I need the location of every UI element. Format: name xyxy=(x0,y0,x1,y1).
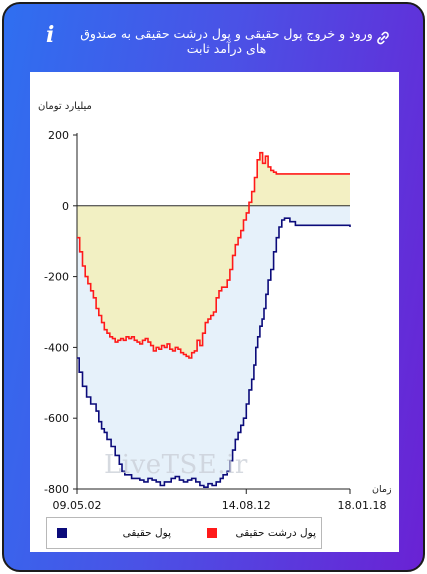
y-tick-label: -400 xyxy=(44,341,69,354)
x-tick-label: 09.05.02 xyxy=(53,499,102,512)
chart-legend: پول حقیقی پول درشت حقیقی xyxy=(46,517,322,549)
x-tick-label: 14.08.12 xyxy=(222,499,271,512)
legend-swatch-real-money xyxy=(57,528,67,538)
y-tick-label: -800 xyxy=(44,483,69,496)
y-tick-label: 0 xyxy=(62,200,69,213)
y-tick-label: -200 xyxy=(44,271,69,284)
info-icon[interactable]: i xyxy=(46,22,55,48)
widget-header: i ورود و خروج پول حقیقی و پول درشت حقیقی… xyxy=(4,4,423,74)
legend-label-big-real-money: پول درشت حقیقی xyxy=(235,527,316,539)
y-tick-label: -600 xyxy=(44,412,69,425)
legend-label-real-money: پول حقیقی xyxy=(122,527,171,539)
series-line-real-money xyxy=(77,217,351,488)
series-line-big-real-money xyxy=(77,151,350,359)
chart-title: ورود و خروج پول حقیقی و پول درشت حقیقی ب… xyxy=(80,26,373,56)
legend-swatch-big-real-money xyxy=(207,528,217,538)
watermark: LiveTSE.ir xyxy=(104,450,248,480)
x-tick-label: 18.01.18 xyxy=(338,499,387,512)
area-big-real-money xyxy=(77,152,350,358)
x-axis-label: زمان xyxy=(372,484,392,495)
y-tick-label: 200 xyxy=(48,129,69,142)
y-axis-unit-label: میلیارد تومان xyxy=(38,101,92,112)
link-icon[interactable] xyxy=(375,30,391,46)
